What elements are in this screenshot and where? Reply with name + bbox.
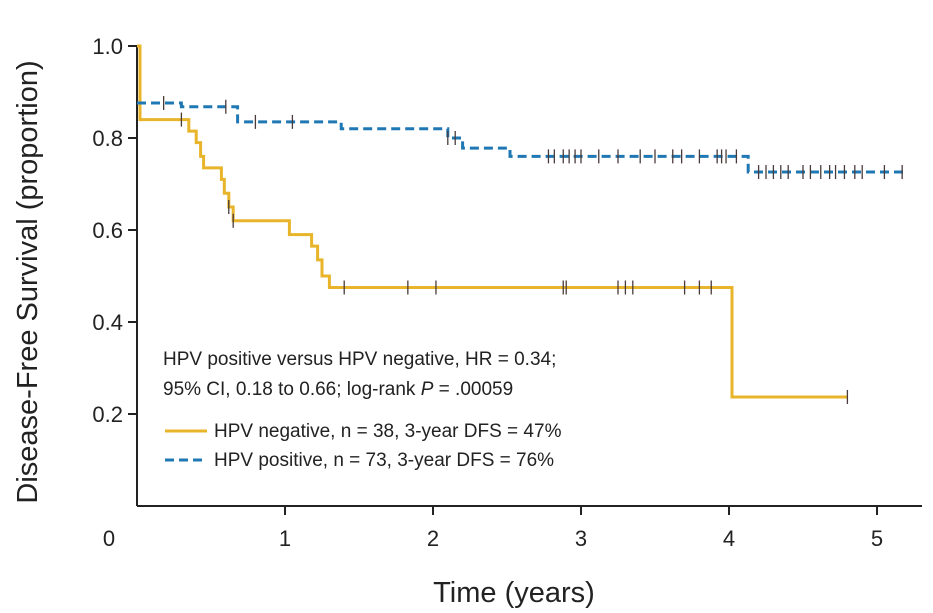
y-axis-title: Disease-Free Survival (proportion) — [12, 60, 44, 503]
annotation-text: 95% CI, 0.18 to 0.66; log-rank — [163, 379, 421, 400]
legend-label: HPV negative, n = 38, 3-year DFS = 47% — [214, 421, 562, 442]
annotation-line-1: HPV positive versus HPV negative, HR = 0… — [163, 349, 556, 370]
x-tick-label: 1 — [279, 526, 291, 551]
y-tick-label: 0.6 — [92, 218, 123, 243]
curves — [137, 44, 904, 399]
series-line-hpv-negative — [137, 44, 848, 399]
x-tick-label: 2 — [427, 526, 439, 551]
annotation-p-italic: P — [421, 379, 434, 400]
legend-label: HPV positive, n = 73, 3-year DFS = 76% — [214, 450, 554, 471]
y-tick-label: 1.0 — [92, 34, 123, 59]
labels: 0.2 0.4 0.6 0.8 1.0 0 1 2 3 4 5 Time (years) Disease… — [12, 34, 883, 609]
x-tick-label: 3 — [575, 526, 587, 551]
annotation-line-2: 95% CI, 0.18 to 0.66; log-rank P = .0005… — [163, 379, 513, 400]
y-tick-label: 0.2 — [92, 402, 123, 427]
x-tick-label: 4 — [723, 526, 735, 551]
axes — [128, 45, 922, 515]
x-tick-label: 0 — [103, 526, 115, 551]
y-tick-label: 0.8 — [92, 126, 123, 151]
x-axis-title: Time (years) — [433, 577, 595, 609]
annotation-text: = .00059 — [433, 379, 513, 400]
y-tick-label: 0.4 — [92, 310, 123, 335]
x-tick-label: 5 — [871, 526, 883, 551]
series-line-hpv-positive — [137, 101, 904, 174]
censor-marks — [162, 96, 903, 404]
